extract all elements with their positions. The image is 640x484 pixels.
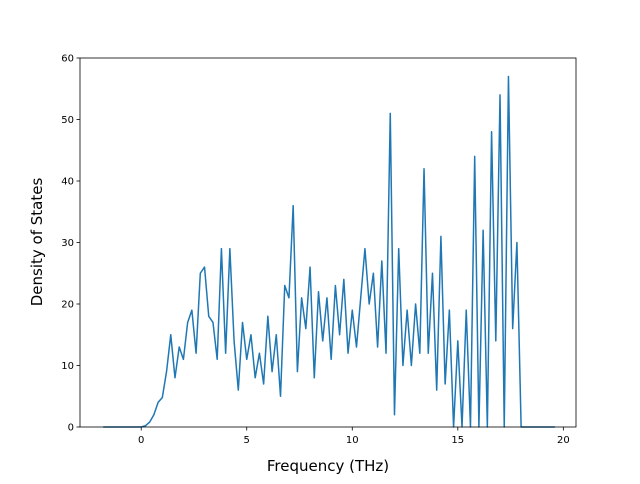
x-tick-label: 20 <box>557 435 570 446</box>
y-tick-label: 30 <box>61 238 74 249</box>
x-tick-label: 15 <box>451 435 464 446</box>
y-tick-label: 20 <box>61 300 74 311</box>
y-tick-label: 40 <box>61 177 74 188</box>
x-tick-label: 5 <box>244 435 250 446</box>
plot-frame <box>79 57 577 428</box>
x-axis-label: Frequency (THz) <box>267 457 389 475</box>
y-tick-label: 60 <box>61 54 74 65</box>
y-tick-label: 10 <box>61 361 74 372</box>
y-axis-label: Density of States <box>28 178 46 307</box>
y-tick-label: 50 <box>61 115 74 126</box>
x-tick-label: 10 <box>346 435 359 446</box>
data-line <box>103 75 555 428</box>
y-tick-label: 0 <box>68 423 74 434</box>
x-tick-label: 0 <box>138 435 144 446</box>
